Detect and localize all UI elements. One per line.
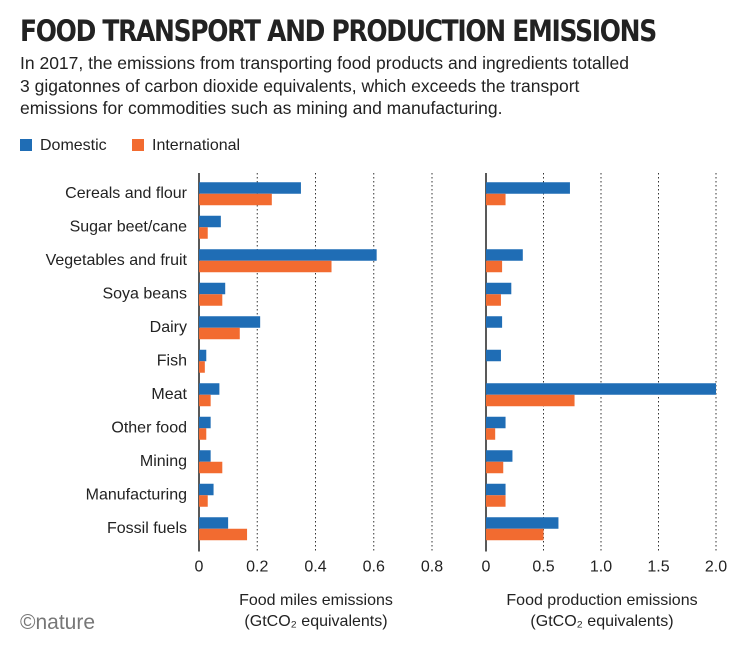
bar [486,450,513,462]
legend-swatch [132,139,144,151]
x-tick-label: 2.0 [705,559,727,576]
bar [199,517,229,529]
bar [199,227,208,239]
bar [199,215,221,228]
category-label: Mining [140,453,187,470]
bar [199,249,377,261]
bar [199,316,261,328]
x-axis-label: Food production emissions (GtCO₂ equival… [506,592,698,630]
bar [199,416,211,429]
bar [199,361,205,373]
bar [199,349,207,362]
bar [486,294,501,306]
x-tick-label: 0.5 [532,559,554,576]
bar [199,461,223,474]
title: FOOD TRANSPORT AND PRODUCTION EMISSIONS [20,14,657,48]
bar [199,282,226,295]
bar [199,383,220,395]
subtitle: In 2017, the emissions from transporting… [20,53,629,118]
legend-label: Domestic [40,137,107,154]
bar [199,394,211,407]
bar [199,483,214,496]
legend-swatch [20,139,32,151]
legend-label: International [152,137,240,154]
x-tick-label: 1.0 [590,559,612,576]
bar [486,495,506,507]
bar [199,450,211,462]
bar [486,428,496,440]
category-label: Fish [157,352,187,369]
category-label: Vegetables and fruit [46,252,188,269]
x-tick-label: 1.5 [647,559,669,576]
bar [199,294,223,306]
x-tick-label: 0.6 [363,559,385,576]
x-axis-label: Food miles emissions (GtCO₂ equivalents) [239,592,393,630]
bar [486,316,503,328]
bar [199,193,272,206]
bar [199,528,248,541]
bar [486,483,506,496]
category-label: Manufacturing [86,486,187,503]
category-label: Sugar beet/cane [70,218,188,235]
bar [486,394,575,407]
category-label: Cereals and flour [65,185,188,202]
bar [199,260,332,273]
x-tick-label: 0.4 [304,559,326,576]
bar [486,182,570,194]
category-label: Fossil fuels [107,520,187,537]
credit: ©nature [20,611,96,634]
bar [199,495,208,507]
bar [486,528,544,541]
category-label: Dairy [150,319,187,336]
bar [486,260,503,273]
category-label: Meat [151,386,187,403]
bar [486,249,523,261]
bar [486,461,504,474]
bar [199,428,207,440]
bar [486,282,512,295]
x-tick-label: 0.2 [246,559,268,576]
category-label: Other food [111,419,187,436]
x-tick-label: 0 [482,559,491,576]
x-tick-label: 0.8 [421,559,443,576]
bar [486,349,501,362]
bar [199,182,301,194]
bar [486,383,716,395]
bar [486,416,506,429]
x-tick-label: 0 [195,559,204,576]
category-label: Soya beans [102,285,187,302]
bar [199,327,240,340]
bar [486,517,559,529]
bar [486,193,506,206]
